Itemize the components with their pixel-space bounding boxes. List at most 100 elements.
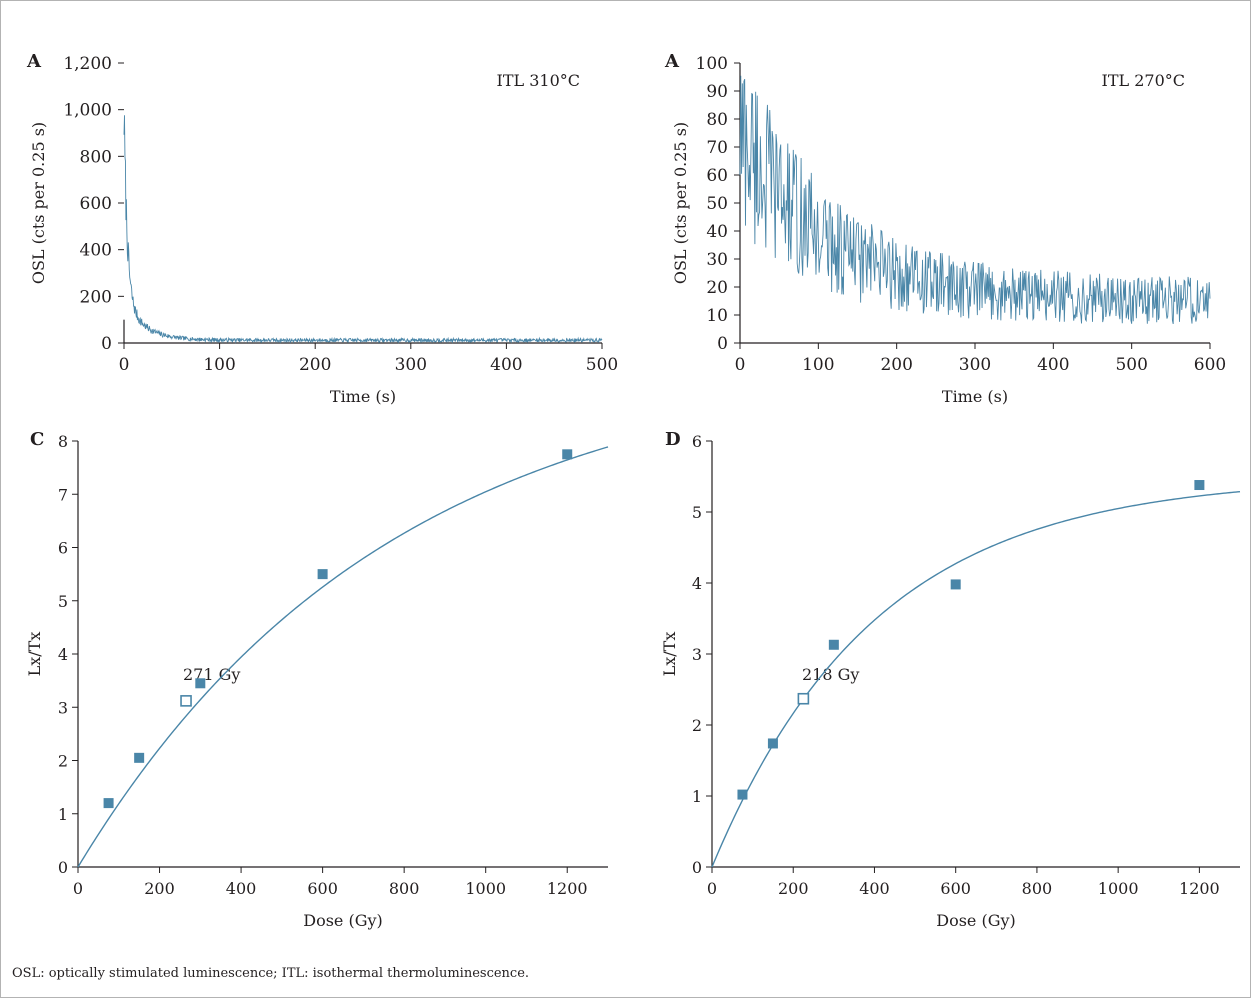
panel-2: A 0 100 200 300 400 500 600 0 10 20 30 40 50 60 70 80 90 1… (664, 51, 1226, 406)
y-tick-label: 600 (80, 194, 112, 214)
data-point (562, 449, 573, 460)
y-tick-label: 3 (58, 698, 68, 717)
x-tick-label: 400 (490, 355, 522, 375)
data-point (103, 798, 114, 809)
y-tick-label: 0 (58, 858, 68, 877)
x-tick-label: 500 (1115, 355, 1147, 375)
data-point (195, 678, 206, 689)
y-tick-label: 1 (58, 805, 68, 824)
x-tick-label: 1200 (1179, 879, 1220, 898)
y-tick-label: 6 (692, 432, 702, 451)
y-tick-label: 5 (58, 592, 68, 611)
y-tick-label: 3 (692, 645, 702, 664)
data-point (317, 569, 328, 580)
panel-3: C 0 200 400 600 800 1000 1200 0 1 2 3 4 5 6 7 8 Dose (Gy)… (25, 429, 609, 930)
y-axis-label: Lx/Tx (25, 632, 44, 677)
x-tick-label: 400 (1037, 355, 1069, 375)
panel-label: D (665, 429, 681, 450)
y-tick-label: 100 (696, 54, 728, 74)
y-tick-label: 0 (717, 334, 728, 354)
panel-label: A (664, 51, 680, 72)
x-tick-label: 0 (119, 355, 130, 375)
x-tick-label: 600 (307, 879, 338, 898)
series-line (123, 115, 603, 344)
y-tick-label: 40 (706, 222, 728, 242)
x-tick-label: 500 (586, 355, 618, 375)
equivalent-dose-point (797, 692, 810, 705)
x-tick-label: 1000 (1098, 879, 1139, 898)
series-line (739, 75, 1211, 325)
y-tick-label: 200 (80, 287, 112, 307)
panel-label: C (30, 429, 44, 450)
data-point (767, 738, 778, 749)
x-tick-label: 200 (778, 879, 809, 898)
x-tick-label: 800 (389, 879, 420, 898)
annotation: ITL 270°C (1102, 71, 1185, 90)
x-tick-label: 0 (707, 879, 717, 898)
y-tick-label: 4 (692, 574, 702, 593)
x-tick-label: 200 (880, 355, 912, 375)
data-point (828, 639, 839, 650)
x-axis-label: Time (s) (942, 387, 1008, 406)
x-tick-label: 1000 (465, 879, 506, 898)
panel-label: A (26, 51, 42, 72)
x-tick-label: 800 (1022, 879, 1053, 898)
y-tick-label: 1 (692, 787, 702, 806)
x-tick-label: 200 (299, 355, 331, 375)
y-tick-label: 10 (706, 306, 728, 326)
data-point (1194, 480, 1205, 491)
x-tick-label: 200 (144, 879, 175, 898)
y-tick-label: 50 (706, 194, 728, 214)
y-tick-label: 800 (80, 147, 112, 167)
fit-curve (711, 490, 1241, 868)
y-tick-label: 400 (80, 241, 112, 261)
x-axis-label: Time (s) (330, 387, 396, 406)
x-axis-label: Dose (Gy) (936, 911, 1016, 930)
y-tick-label: 60 (706, 166, 728, 186)
data-point (950, 579, 961, 590)
x-tick-label: 100 (203, 355, 235, 375)
data-point (737, 789, 748, 800)
data-point (134, 752, 145, 763)
x-tick-label: 1200 (547, 879, 588, 898)
y-tick-label: 80 (706, 110, 728, 130)
footnote: OSL: optically stimulated luminescence; … (12, 966, 530, 981)
x-tick-label: 600 (1194, 355, 1226, 375)
panel-1: A 0 100 200 300 400 500 0 200 400 600 800 1,000 1,200… (26, 51, 618, 406)
y-tick-label: 20 (706, 278, 728, 298)
annotation: 271 Gy (183, 665, 240, 684)
fit-curve (77, 446, 609, 868)
x-tick-label: 400 (859, 879, 890, 898)
y-tick-label: 4 (58, 645, 68, 664)
x-tick-label: 0 (73, 879, 83, 898)
y-tick-label: 8 (58, 432, 68, 451)
y-tick-label: 2 (58, 752, 68, 771)
x-tick-label: 300 (959, 355, 991, 375)
y-tick-label: 0 (101, 334, 112, 354)
equivalent-dose-point (180, 695, 192, 707)
panel-4: D 0 200 400 600 800 1000 1200 0 1 2 3 4 5 6 Dose (Gy) Lx… (660, 429, 1241, 930)
y-tick-label: 70 (706, 138, 728, 158)
x-tick-label: 300 (395, 355, 427, 375)
y-tick-label: 5 (692, 503, 702, 522)
y-tick-label: 0 (692, 858, 702, 877)
annotation: ITL 310°C (497, 71, 580, 90)
x-tick-label: 600 (940, 879, 971, 898)
y-tick-label: 7 (58, 485, 68, 504)
x-axis-label: Dose (Gy) (303, 911, 383, 930)
y-tick-label: 1,000 (63, 101, 112, 121)
x-tick-label: 0 (735, 355, 746, 375)
y-axis-label: OSL (cts per 0.25 s) (671, 122, 690, 284)
annotation: 218 Gy (802, 665, 859, 684)
y-axis-label: OSL (cts per 0.25 s) (29, 122, 48, 284)
x-tick-label: 400 (226, 879, 257, 898)
x-tick-label: 100 (802, 355, 834, 375)
y-axis-label: Lx/Tx (660, 632, 679, 677)
y-tick-label: 30 (706, 250, 728, 270)
y-tick-label: 6 (58, 539, 68, 558)
y-tick-label: 90 (706, 82, 728, 102)
y-tick-label: 1,200 (63, 54, 112, 74)
y-tick-label: 2 (692, 716, 702, 735)
